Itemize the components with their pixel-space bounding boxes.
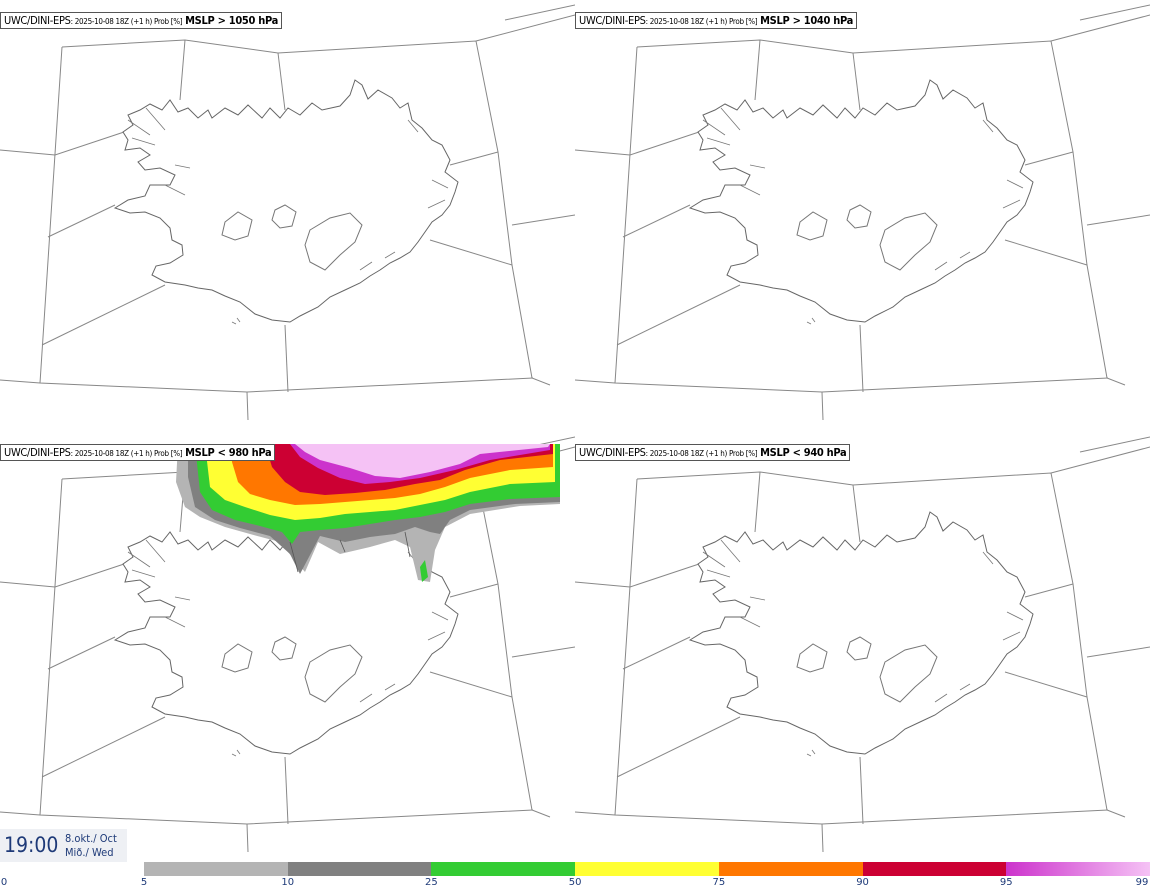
model-label: UWC/DINI-EPS	[4, 14, 71, 27]
run-info: : 2025-10-08 18Z (+1 h) Prob [%]	[70, 17, 183, 26]
iceland-basemap	[575, 4, 1150, 421]
colorbar-bin	[862, 862, 1007, 876]
probability-field	[176, 444, 560, 582]
colorbar-tick-label: 50	[568, 877, 582, 888]
colorbar-bin	[287, 862, 432, 876]
model-label: UWC/DINI-EPS	[4, 446, 71, 459]
valid-date: 8.okt./ Oct	[65, 832, 117, 845]
map-panel-1: UWC/DINI-EPS: 2025-10-08 18Z (+1 h) Prob…	[0, 0, 575, 432]
run-info: : 2025-10-08 18Z (+1 h) Prob [%]	[70, 449, 183, 458]
run-info: : 2025-10-08 18Z (+1 h) Prob [%]	[645, 17, 758, 26]
colorbar-bin	[575, 862, 720, 876]
colorbar-tick-label: 10	[281, 877, 295, 888]
colorbar-bin	[144, 862, 288, 876]
run-info: : 2025-10-08 18Z (+1 h) Prob [%]	[645, 449, 758, 458]
colorbar-bin	[718, 862, 863, 876]
valid-weekday: Mið./ Wed	[65, 846, 114, 859]
threshold-label: MSLP > 1040 hPa	[760, 14, 854, 27]
valid-time: 19:00	[4, 833, 59, 857]
iceland-basemap	[0, 4, 575, 421]
map-panel-4: UWC/DINI-EPS: 2025-10-08 18Z (+1 h) Prob…	[575, 432, 1150, 864]
panel-title: UWC/DINI-EPS: 2025-10-08 18Z (+1 h) Prob…	[575, 444, 851, 461]
colorbar-bin	[1006, 862, 1150, 876]
panel-title: UWC/DINI-EPS: 2025-10-08 18Z (+1 h) Prob…	[575, 12, 858, 29]
probability-colorbar	[144, 862, 1150, 876]
panel-title: UWC/DINI-EPS: 2025-10-08 18Z (+1 h) Prob…	[0, 12, 283, 29]
valid-time-box: 19:00 8.okt./ Oct Mið./ Wed	[0, 829, 127, 862]
colorbar-tick-label: 95	[999, 877, 1013, 888]
colorbar-tick-label: 90	[856, 877, 869, 888]
iceland-basemap	[0, 436, 575, 853]
threshold-label: MSLP < 940 hPa	[760, 446, 847, 459]
map-panel-2: UWC/DINI-EPS: 2025-10-08 18Z (+1 h) Prob…	[575, 0, 1150, 432]
colorbar-tick-label: 25	[425, 877, 438, 888]
threshold-label: MSLP > 1050 hPa	[185, 14, 279, 27]
model-label: UWC/DINI-EPS	[579, 14, 646, 27]
colorbar-tick-label: 5	[140, 877, 148, 888]
threshold-label: MSLP < 980 hPa	[185, 446, 272, 459]
map-panel-3: UWC/DINI-EPS: 2025-10-08 18Z (+1 h) Prob…	[0, 432, 575, 864]
model-label: UWC/DINI-EPS	[579, 446, 646, 459]
colorbar-tick-label: 75	[712, 877, 726, 888]
iceland-basemap	[575, 436, 1150, 853]
colorbar-bin	[431, 862, 576, 876]
colorbar-tick-label: 0	[0, 877, 8, 888]
panel-title: UWC/DINI-EPS: 2025-10-08 18Z (+1 h) Prob…	[0, 444, 276, 461]
colorbar-tick-label: 99	[1135, 877, 1149, 888]
